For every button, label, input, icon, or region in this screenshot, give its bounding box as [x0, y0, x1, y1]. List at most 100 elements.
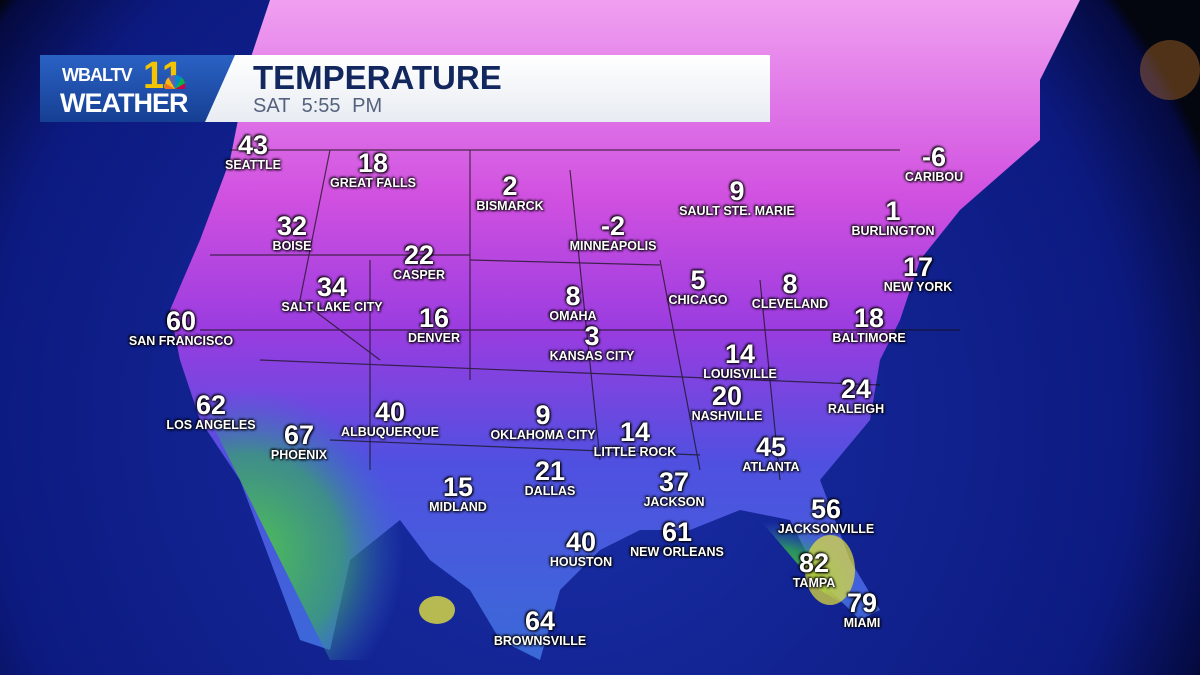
city-temperature: 43	[237, 130, 269, 160]
city-temperature: 45	[755, 432, 787, 462]
city-marker: 15 MIDLAND	[429, 474, 487, 515]
city-marker: 34 SALT LAKE CITY	[281, 274, 383, 315]
city-temperature: 24	[840, 374, 872, 404]
city-marker: 5 CHICAGO	[668, 265, 728, 308]
city-temperature: 37	[658, 467, 690, 497]
city-name: CARIBOU	[904, 170, 964, 184]
city-name: JACKSONVILLE	[777, 522, 875, 536]
city-temperature: -2	[600, 211, 625, 241]
city-marker: 79 MIAMI	[843, 588, 881, 631]
nbc-peacock-icon	[165, 75, 185, 89]
city-name: SALT LAKE CITY	[281, 300, 383, 314]
city-name: CLEVELAND	[751, 297, 829, 311]
city-name: NEW ORLEANS	[630, 545, 724, 559]
city-temperature: 64	[524, 606, 556, 636]
city-name: BURLINGTON	[851, 224, 935, 238]
city-temperature: 16	[418, 303, 450, 333]
city-temperature: 17	[902, 252, 934, 282]
city-name: LITTLE ROCK	[593, 445, 677, 459]
time-label: 5:55 PM	[301, 95, 383, 117]
city-marker: 60 SAN FRANCISCO	[128, 306, 234, 349]
city-name: BROWNSVILLE	[493, 634, 587, 648]
logo-wbaltv: WBALTV	[62, 65, 133, 85]
city-marker: 64 BROWNSVILLE	[493, 606, 587, 649]
city-marker: 18 BALTIMORE	[832, 303, 906, 346]
city-temperature: 18	[357, 148, 389, 178]
city-marker: -6 CARIBOU	[904, 142, 964, 185]
city-temperature: 21	[534, 456, 566, 486]
city-temperature: 9	[729, 176, 745, 206]
city-name: CASPER	[392, 268, 446, 282]
city-name: NASHVILLE	[691, 409, 763, 423]
city-marker: 56 JACKSONVILLE	[777, 494, 875, 537]
city-name: OKLAHOMA CITY	[490, 428, 596, 442]
city-temperature: 62	[195, 390, 227, 420]
city-name: PHOENIX	[270, 448, 328, 462]
city-marker: 32 BOISE	[272, 211, 312, 254]
city-name: SAULT STE. MARIE	[679, 204, 795, 218]
city-temperature: 9	[535, 400, 551, 430]
city-temperature: 32	[276, 211, 308, 241]
city-temperature: 82	[798, 548, 830, 578]
city-name: BALTIMORE	[832, 331, 906, 345]
city-temperature: 67	[283, 420, 315, 450]
city-marker: 24 RALEIGH	[827, 374, 885, 417]
city-name: DALLAS	[524, 484, 576, 498]
city-name: KANSAS CITY	[549, 349, 635, 363]
city-name: ALBUQUERQUE	[341, 425, 439, 439]
header-banner: WBALTV 11 WEATHER TEMPERATURE SAT 5:55 P…	[40, 55, 770, 122]
city-temperature: 79	[846, 588, 878, 618]
city-temperature: 40	[565, 527, 597, 557]
city-temperature: 14	[619, 417, 651, 447]
day-label: SAT	[253, 95, 291, 117]
city-name: RALEIGH	[827, 402, 885, 416]
city-name: CHICAGO	[668, 293, 728, 307]
city-marker: 43 SEATTLE	[225, 130, 281, 173]
city-marker: 1 BURLINGTON	[851, 198, 935, 239]
city-name: JACKSON	[643, 495, 705, 509]
city-name: HOUSTON	[549, 555, 613, 569]
city-marker: 45 ATLANTA	[742, 432, 800, 475]
city-marker: 16 DENVER	[408, 303, 460, 346]
city-name: LOS ANGELES	[166, 418, 256, 432]
timestamp: SAT 5:55 PM	[253, 95, 382, 118]
city-marker: 21 DALLAS	[524, 456, 576, 499]
city-marker: 14 LOUISVILLE	[703, 339, 777, 382]
city-marker: 9 SAULT STE. MARIE	[679, 176, 795, 219]
city-temperature: 8	[782, 269, 798, 299]
city-name: MINNEAPOLIS	[569, 239, 657, 253]
logo-weather: WEATHER	[60, 88, 188, 118]
city-name: MIAMI	[843, 616, 881, 630]
title-panel: TEMPERATURE SAT 5:55 PM	[205, 55, 770, 122]
city-marker: 2 BISMARCK	[476, 171, 543, 214]
city-name: BOISE	[272, 239, 312, 253]
city-name: SAN FRANCISCO	[128, 334, 234, 348]
city-temperature: 2	[502, 171, 518, 201]
city-temperature: 5	[690, 265, 706, 295]
city-temperature: 60	[165, 306, 197, 336]
city-marker: 8 CLEVELAND	[751, 269, 829, 312]
city-marker: 9 OKLAHOMA CITY	[490, 400, 596, 443]
city-marker: 22 CASPER	[392, 242, 446, 283]
city-name: NEW YORK	[883, 280, 953, 294]
state-borders	[200, 149, 960, 481]
city-marker: 37 JACKSON	[643, 467, 705, 510]
city-marker: 17 NEW YORK	[883, 252, 953, 295]
city-temperature: 3	[584, 321, 600, 351]
city-temperature: 56	[810, 494, 842, 524]
city-marker: 20 NASHVILLE	[691, 383, 763, 424]
city-name: MIDLAND	[429, 500, 487, 514]
city-marker: 61 NEW ORLEANS	[630, 517, 724, 560]
city-marker: 67 PHOENIX	[270, 420, 328, 463]
city-marker: 3 KANSAS CITY	[549, 321, 635, 364]
city-marker: 82 TAMPA	[793, 548, 836, 591]
city-temperature: 61	[661, 517, 693, 547]
city-temperature: 40	[374, 397, 406, 427]
city-temperature: -6	[921, 142, 946, 172]
city-marker: 40 HOUSTON	[549, 527, 613, 570]
city-marker: 14 LITTLE ROCK	[593, 417, 677, 460]
city-name: ATLANTA	[742, 460, 800, 474]
city-temperature: 14	[724, 339, 756, 369]
city-name: GREAT FALLS	[330, 176, 416, 190]
city-temperature: 18	[853, 303, 885, 333]
